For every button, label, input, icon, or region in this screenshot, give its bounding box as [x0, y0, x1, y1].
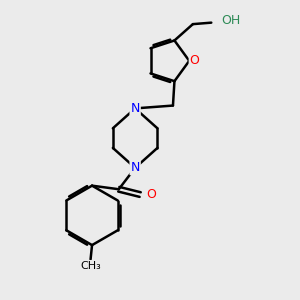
- Text: O: O: [190, 54, 200, 67]
- Text: N: N: [130, 102, 140, 115]
- Text: O: O: [146, 188, 156, 201]
- Text: CH₃: CH₃: [80, 261, 101, 271]
- Text: N: N: [130, 161, 140, 174]
- Text: OH: OH: [222, 14, 241, 27]
